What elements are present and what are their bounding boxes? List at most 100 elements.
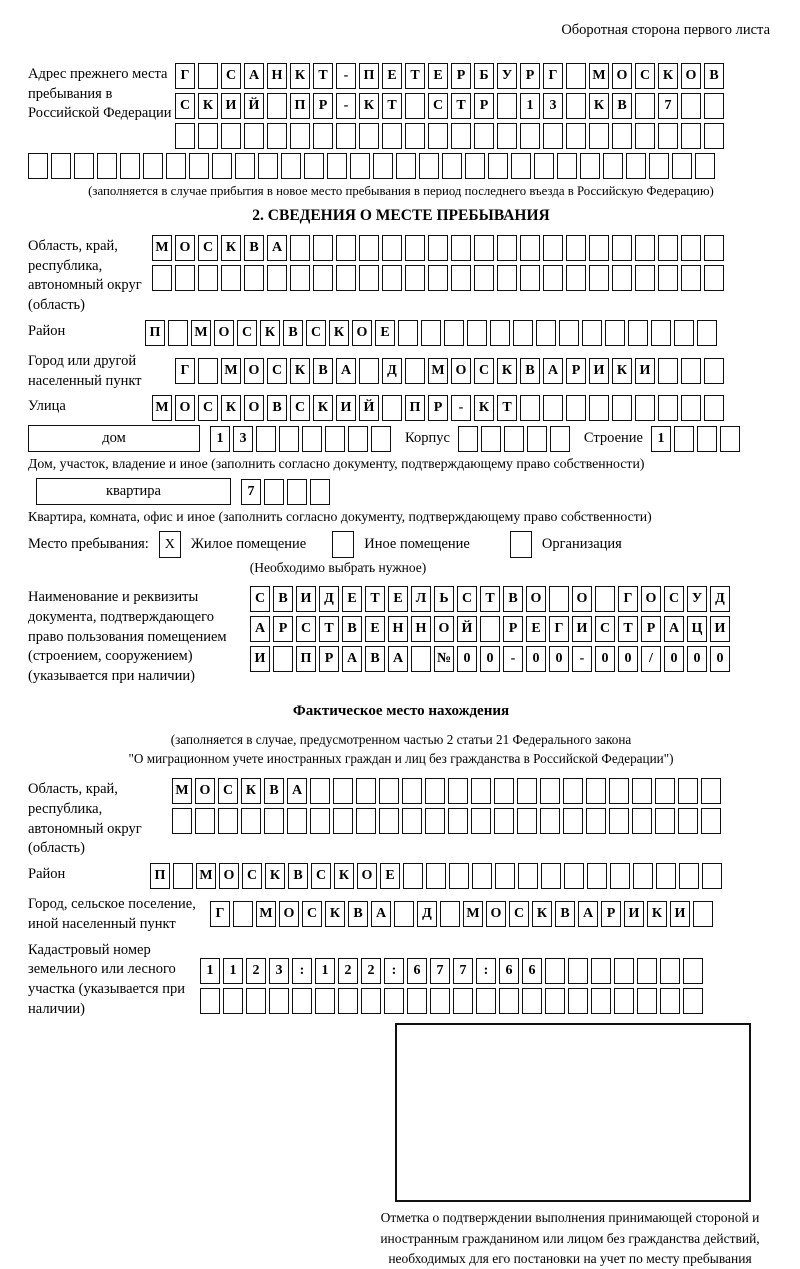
char-box-filled[interactable]: Г <box>618 586 638 613</box>
char-box-empty[interactable] <box>359 123 379 149</box>
char-box-filled[interactable]: Р <box>566 357 586 384</box>
char-box-empty[interactable] <box>166 153 186 179</box>
char-box-empty[interactable] <box>287 478 307 505</box>
char-box-empty[interactable] <box>359 265 379 291</box>
char-box-filled[interactable]: М <box>256 900 276 927</box>
char-box-filled[interactable]: И <box>296 586 316 613</box>
char-box-empty[interactable] <box>563 808 583 835</box>
char-box-filled[interactable]: П <box>150 863 170 890</box>
char-box-filled[interactable]: П <box>296 646 316 673</box>
char-box-filled[interactable]: Н <box>267 63 287 89</box>
char-box-empty[interactable] <box>549 425 570 452</box>
char-box-empty[interactable] <box>697 319 717 346</box>
char-box-filled[interactable]: К <box>474 395 494 422</box>
char-box-empty[interactable] <box>559 319 579 346</box>
char-box-filled[interactable]: Й <box>244 93 264 119</box>
char-box-empty[interactable] <box>449 863 469 890</box>
char-box-empty[interactable] <box>292 987 312 1014</box>
char-box-empty[interactable] <box>359 235 379 261</box>
char-box-filled[interactable]: Д <box>319 586 339 613</box>
char-box-empty[interactable] <box>379 808 399 835</box>
char-box-filled[interactable]: Н <box>411 616 431 643</box>
char-box-empty[interactable] <box>633 863 653 890</box>
char-box-filled[interactable]: А <box>342 646 362 673</box>
char-box-empty[interactable] <box>681 357 701 384</box>
char-box-filled[interactable]: В <box>704 63 724 89</box>
char-box-filled[interactable]: 7 <box>430 957 450 984</box>
char-box-empty[interactable] <box>421 319 441 346</box>
char-box-empty[interactable] <box>325 425 345 452</box>
char-box-empty[interactable] <box>189 153 209 179</box>
char-box-filled[interactable]: Р <box>474 93 494 119</box>
char-box-empty[interactable] <box>674 319 694 346</box>
char-box-empty[interactable] <box>425 808 445 835</box>
char-box-empty[interactable] <box>614 957 634 984</box>
char-box-filled[interactable]: Р <box>520 63 540 89</box>
char-box-empty[interactable] <box>246 987 266 1014</box>
char-box-empty[interactable] <box>589 235 609 261</box>
char-box-filled[interactable]: М <box>221 357 241 384</box>
char-box-empty[interactable] <box>175 123 195 149</box>
char-box-empty[interactable] <box>241 808 261 835</box>
inoe-checkbox[interactable] <box>332 531 355 559</box>
char-box-filled[interactable]: К <box>589 93 609 119</box>
char-box-empty[interactable] <box>290 265 310 291</box>
char-box-empty[interactable] <box>655 808 675 835</box>
char-box-empty[interactable] <box>382 123 402 149</box>
char-box-empty[interactable] <box>451 265 471 291</box>
char-box-filled[interactable]: С <box>290 395 310 422</box>
char-box-filled[interactable]: В <box>342 616 362 643</box>
char-box-empty[interactable] <box>635 395 655 422</box>
char-box-empty[interactable] <box>520 123 540 149</box>
char-box-filled[interactable]: О <box>612 63 632 89</box>
char-box-empty[interactable] <box>405 265 425 291</box>
char-box-empty[interactable] <box>660 957 680 984</box>
char-box-filled[interactable]: Т <box>313 63 333 89</box>
char-box-empty[interactable] <box>356 778 376 805</box>
char-box-empty[interactable] <box>356 808 376 835</box>
char-box-empty[interactable] <box>290 235 310 261</box>
char-box-empty[interactable] <box>442 153 462 179</box>
char-box-empty[interactable] <box>586 808 606 835</box>
char-box-empty[interactable] <box>382 235 402 261</box>
char-box-empty[interactable] <box>359 357 379 384</box>
char-box-filled[interactable]: О <box>357 863 377 890</box>
char-box-empty[interactable] <box>704 357 724 384</box>
char-box-empty[interactable] <box>522 987 542 1014</box>
char-box-empty[interactable] <box>517 778 537 805</box>
char-box-empty[interactable] <box>212 153 232 179</box>
char-box-empty[interactable] <box>494 778 514 805</box>
char-box-empty[interactable] <box>198 265 218 291</box>
char-box-empty[interactable] <box>612 123 632 149</box>
char-box-empty[interactable] <box>394 900 414 927</box>
char-box-filled[interactable]: 1 <box>223 957 243 984</box>
char-box-empty[interactable] <box>651 319 671 346</box>
char-box-filled[interactable]: О <box>195 778 215 805</box>
char-box-filled[interactable]: О <box>244 357 264 384</box>
char-box-empty[interactable] <box>267 265 287 291</box>
char-box-empty[interactable] <box>568 987 588 1014</box>
char-box-empty[interactable] <box>612 395 632 422</box>
char-box-empty[interactable] <box>281 153 301 179</box>
char-box-empty[interactable] <box>453 987 473 1014</box>
char-box-empty[interactable] <box>635 123 655 149</box>
char-box-filled[interactable]: А <box>578 900 598 927</box>
char-box-filled[interactable]: К <box>497 357 517 384</box>
char-box-filled[interactable]: О <box>572 586 592 613</box>
char-box-filled[interactable]: В <box>244 235 264 261</box>
char-box-filled[interactable]: 7 <box>241 478 261 505</box>
char-box-empty[interactable] <box>557 153 577 179</box>
char-box-empty[interactable] <box>218 808 238 835</box>
char-box-empty[interactable] <box>635 93 655 119</box>
char-box-filled[interactable]: 7 <box>453 957 473 984</box>
char-box-filled[interactable]: К <box>329 319 349 346</box>
char-box-filled[interactable]: А <box>250 616 270 643</box>
char-box-empty[interactable] <box>405 123 425 149</box>
char-box-filled[interactable]: И <box>635 357 655 384</box>
char-box-empty[interactable] <box>198 63 218 89</box>
char-box-filled[interactable]: Т <box>618 616 638 643</box>
char-box-filled[interactable]: И <box>589 357 609 384</box>
char-box-empty[interactable] <box>681 265 701 291</box>
char-box-filled[interactable]: С <box>198 235 218 261</box>
char-box-filled[interactable]: 3 <box>269 957 289 984</box>
